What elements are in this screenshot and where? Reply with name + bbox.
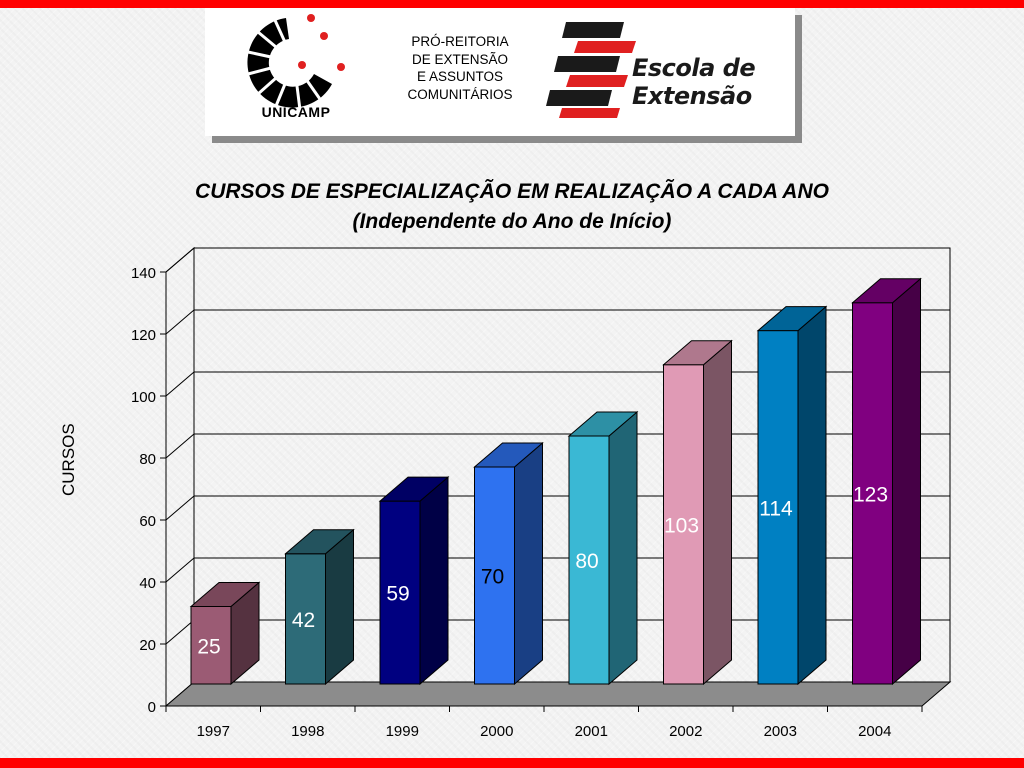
chart-floor	[164, 681, 952, 707]
pro-reitoria-line: E ASSUNTOS	[416, 69, 504, 84]
y-tick-label: 120	[131, 327, 156, 344]
bar	[663, 364, 704, 685]
bar-data-label: 42	[292, 609, 315, 632]
x-tick-label: 1998	[291, 723, 324, 740]
bar-data-label: 59	[386, 583, 409, 606]
gridline	[165, 433, 950, 459]
x-tick-label: 2000	[480, 723, 513, 740]
bar-side	[325, 528, 354, 686]
y-tick-label: 0	[148, 699, 156, 716]
pro-reitoria-line: COMUNITÁRIOS	[407, 86, 513, 102]
bar-side	[797, 305, 827, 686]
bar-data-label: 25	[197, 635, 220, 658]
x-tick-label: 2003	[764, 723, 797, 740]
bottom-red-border	[0, 758, 1024, 768]
bar-top	[662, 340, 733, 366]
bar-top	[473, 442, 544, 468]
y-tick-label: 20	[139, 637, 156, 654]
bar-side	[514, 441, 543, 686]
bar-data-label: 80	[575, 550, 598, 573]
chart-subtitle: (Independente do Ano de Início)	[352, 210, 672, 233]
y-tick-label: 80	[139, 451, 156, 468]
bar	[474, 466, 515, 685]
gridline	[165, 495, 950, 521]
gridline	[165, 619, 950, 645]
x-tick-label: 2001	[575, 723, 608, 740]
gridline	[165, 557, 950, 583]
gridline	[165, 247, 950, 273]
escola-line: Escola de	[632, 54, 756, 82]
escola-line: Extensão	[632, 82, 752, 110]
gridline	[165, 309, 950, 335]
bar-top	[284, 529, 355, 555]
x-tick-label: 1999	[386, 723, 419, 740]
bar-side	[608, 410, 638, 686]
top-red-border	[0, 0, 1024, 8]
escola-de-extensao-text: Escola de Extensão	[632, 54, 756, 110]
bar-side	[703, 339, 732, 686]
bar-data-label: 70	[481, 566, 504, 589]
bar-data-label: 103	[664, 514, 699, 537]
bar-top	[756, 306, 828, 332]
pro-reitoria-line: PRÓ-REITORIA	[411, 34, 509, 49]
chart-title: CURSOS DE ESPECIALIZAÇÃO EM REALIZAÇÃO A…	[195, 180, 829, 203]
gridline	[165, 371, 950, 397]
y-tick-label: 100	[131, 389, 156, 406]
bar-side	[892, 277, 921, 686]
pro-reitoria-text: PRÓ-REITORIA DE EXTENSÃO E ASSUNTOS COMU…	[385, 33, 535, 103]
bar-data-label: 123	[853, 483, 888, 506]
y-tick-label: 60	[139, 513, 156, 530]
bar-top	[851, 278, 922, 304]
chart-side-wall	[165, 246, 195, 708]
x-tick-label: 2002	[669, 723, 702, 740]
bar-data-label: 114	[759, 497, 793, 520]
x-tick-label: 1997	[197, 723, 230, 740]
bar-top	[567, 411, 639, 437]
bar-top	[378, 476, 450, 502]
x-tick-label: 2004	[858, 723, 891, 740]
bar	[285, 553, 326, 685]
pro-reitoria-line: DE EXTENSÃO	[411, 51, 509, 67]
bar-top	[189, 582, 261, 607]
bar	[379, 500, 421, 685]
y-tick-label: 140	[131, 265, 156, 282]
unicamp-logo-icon	[247, 14, 345, 109]
bar-side	[419, 476, 449, 686]
unicamp-label: UNICAMP	[261, 104, 331, 120]
y-tick-label: 40	[139, 575, 156, 592]
escola-de-extensao-logo-icon	[546, 22, 636, 118]
y-axis-label: CURSOS	[59, 423, 78, 496]
